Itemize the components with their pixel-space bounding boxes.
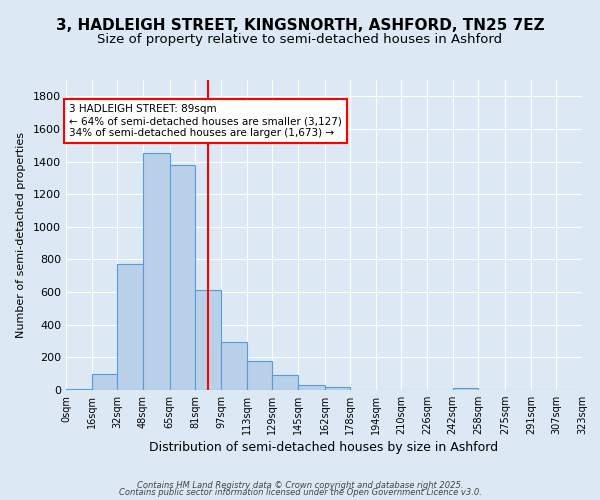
Text: Contains HM Land Registry data © Crown copyright and database right 2025.: Contains HM Land Registry data © Crown c… <box>137 480 463 490</box>
Bar <box>298 385 325 390</box>
Bar <box>247 362 272 390</box>
X-axis label: Distribution of semi-detached houses by size in Ashford: Distribution of semi-detached houses by … <box>149 442 499 454</box>
Bar <box>196 290 221 390</box>
Bar <box>325 387 350 390</box>
Bar <box>221 342 247 390</box>
Text: 3, HADLEIGH STREET, KINGSNORTH, ASHFORD, TN25 7EZ: 3, HADLEIGH STREET, KINGSNORTH, ASHFORD,… <box>56 18 544 32</box>
Text: Size of property relative to semi-detached houses in Ashford: Size of property relative to semi-detach… <box>97 32 503 46</box>
Bar <box>143 154 170 390</box>
Bar <box>66 389 92 390</box>
Text: Contains public sector information licensed under the Open Government Licence v3: Contains public sector information licen… <box>119 488 481 497</box>
Bar <box>92 374 117 390</box>
Bar <box>170 165 196 390</box>
Text: 3 HADLEIGH STREET: 89sqm
← 64% of semi-detached houses are smaller (3,127)
34% o: 3 HADLEIGH STREET: 89sqm ← 64% of semi-d… <box>69 104 342 138</box>
Bar <box>452 388 478 390</box>
Bar <box>117 264 143 390</box>
Y-axis label: Number of semi-detached properties: Number of semi-detached properties <box>16 132 26 338</box>
Bar <box>272 376 298 390</box>
